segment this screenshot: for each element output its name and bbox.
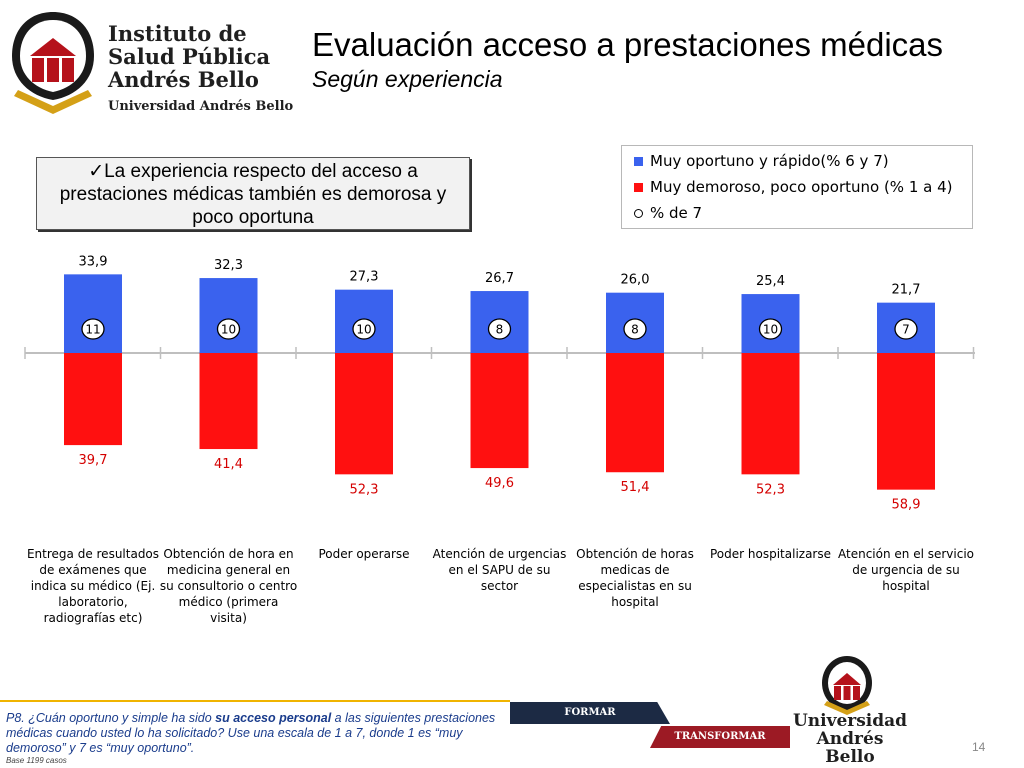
bar-demoroso (877, 353, 935, 490)
university-name: Universidad Andrés Bello (790, 712, 910, 766)
data-label-pct7: 7 (902, 323, 910, 337)
question-text-2: a las siguientes prestaciones médicas cu… (6, 711, 496, 755)
footer-divider (0, 700, 510, 702)
data-label-oportuno: 27,3 (350, 270, 379, 285)
chart-area: 33,9 39,7 11 32,3 41,4 10 27,3 52,3 10 26,7 49,6 8 2… (24, 254, 975, 513)
bar-demoroso (741, 353, 800, 475)
category-label: Obtención de horas medicas de especialis… (576, 547, 694, 609)
legend-swatch-blue (634, 156, 643, 166)
data-label-demoroso: 52,3 (756, 482, 785, 497)
institute-line-4: Universidad Andrés Bello (108, 99, 294, 114)
legend-item-pct7: % de 7 (634, 202, 702, 224)
data-label-demoroso: 51,4 (621, 480, 650, 495)
data-label-pct7: 10 (763, 323, 778, 337)
university-line-1: Universidad (792, 711, 908, 731)
bar-demoroso (335, 353, 393, 475)
bar-oportuno (64, 274, 122, 353)
data-label-oportuno: 26,0 (621, 273, 650, 288)
data-label-oportuno: 25,4 (756, 274, 785, 289)
university-logo (822, 656, 872, 715)
data-label-demoroso: 39,7 (79, 453, 108, 468)
data-label-oportuno: 21,7 (892, 283, 921, 298)
pct7-marker (216, 318, 241, 340)
data-label-demoroso: 52,3 (350, 482, 379, 497)
survey-question: P8. ¿Cuán oportuno y simple ha sido su a… (6, 711, 516, 756)
institute-line-1: Instituto de (108, 21, 247, 46)
institute-name: Instituto de Salud Pública Andrés Bello … (108, 22, 293, 117)
data-label-demoroso: 58,9 (892, 498, 921, 513)
transformar-band: TRANSFORMAR (650, 726, 790, 748)
legend-swatch-red (634, 182, 643, 192)
pct7-marker (352, 318, 376, 340)
pct7-marker (894, 318, 918, 340)
data-label-pct7: 11 (85, 323, 100, 337)
formar-band: FORMAR (510, 702, 670, 724)
category-label: Poder hospitalizarse (710, 547, 831, 561)
data-label-oportuno: 32,3 (214, 258, 243, 273)
category-label: Entrega de resultados de exámenes que in… (26, 547, 160, 625)
category-label: Atención de urgencias en el SAPU de su s… (432, 547, 567, 593)
university-line-2: Andrés Bello (816, 729, 884, 767)
data-label-oportuno: 33,9 (79, 254, 108, 269)
bar-demoroso (64, 353, 122, 446)
data-label-demoroso: 49,6 (485, 476, 514, 491)
legend-label: % de 7 (650, 204, 703, 222)
bar-demoroso (199, 353, 258, 450)
legend-label: Muy demoroso, poco oportuno (% 1 a 4) (650, 178, 953, 196)
bar-demoroso (470, 353, 529, 469)
question-text-bold: su acceso personal (215, 711, 332, 725)
pct7-marker (758, 318, 783, 340)
data-label-demoroso: 41,4 (214, 457, 243, 472)
institute-line-3: Andrés Bello (108, 67, 259, 92)
legend-label: Muy oportuno y rápido(% 6 y 7) (650, 152, 889, 170)
category-label: Atención en el servicio de urgencia de s… (838, 547, 974, 593)
legend-item-oportuno: Muy oportuno y rápido(% 6 y 7) (634, 150, 889, 172)
question-text-1: P8. ¿Cuán oportuno y simple ha sido (6, 711, 216, 725)
pct7-marker (487, 318, 512, 340)
data-label-oportuno: 26,7 (485, 271, 514, 286)
chart-legend: Muy oportuno y rápido(% 6 y 7) Muy demor… (621, 145, 973, 229)
legend-item-demoroso: Muy demoroso, poco oportuno (% 1 a 4) (634, 176, 953, 198)
data-label-pct7: 10 (356, 323, 371, 337)
bar-oportuno (199, 278, 258, 353)
page-title: Evaluación acceso a prestaciones médicas (312, 26, 944, 63)
institute-logo (12, 12, 94, 114)
legend-circle-icon (634, 208, 643, 218)
pct7-marker (81, 318, 105, 340)
pct7-marker (623, 318, 647, 340)
data-label-pct7: 8 (496, 323, 504, 337)
bar-demoroso (606, 353, 664, 473)
sample-base: Base 1199 casos (6, 756, 67, 765)
category-label: Poder operarse (318, 547, 410, 561)
data-label-pct7: 10 (221, 323, 236, 337)
callout-box: ✓La experiencia respecto del acceso a pr… (36, 157, 470, 230)
institute-line-2: Salud Pública (108, 44, 271, 69)
category-label: Obtención de hora en medicina general en… (159, 547, 298, 625)
page-subtitle: Según experiencia (312, 66, 503, 92)
data-label-pct7: 8 (631, 323, 639, 337)
page-number: 14 (972, 740, 986, 754)
